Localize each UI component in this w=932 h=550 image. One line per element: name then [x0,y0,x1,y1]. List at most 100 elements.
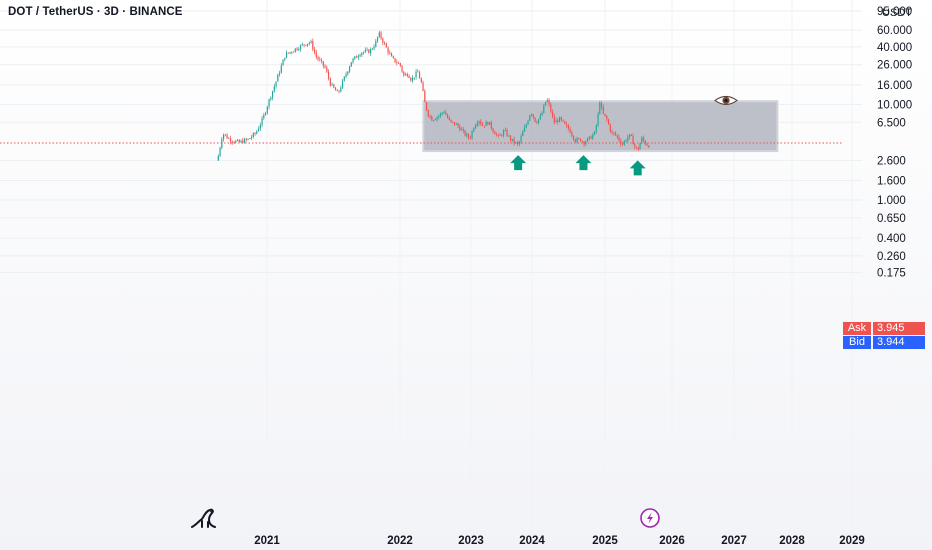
candle [621,141,624,146]
candle [413,77,415,81]
candle [543,104,545,114]
candle [548,98,550,107]
candle [322,61,324,69]
candle [352,57,354,64]
candle [431,115,433,121]
candle [600,101,603,110]
candle [268,98,270,110]
candle [602,104,604,115]
x-tick-label: 2024 [519,535,545,547]
candle [637,146,639,152]
candle [515,141,517,144]
candle [635,146,638,150]
candle [648,145,650,148]
candle [632,133,634,145]
ask-value: 3.945 [873,322,925,335]
candle [544,101,547,106]
candle [320,58,323,64]
candle [471,130,473,140]
arrow-up-icon [575,155,592,171]
candle [229,135,232,145]
candle [492,127,494,134]
candle [392,55,394,59]
candle [273,83,275,93]
candle [348,65,351,73]
candle [585,140,587,147]
candle [502,128,505,138]
candle [350,62,352,67]
candle [256,129,258,135]
candle [383,41,386,46]
candle [506,128,508,137]
candle [224,134,226,137]
candle [354,56,356,60]
candle [417,68,419,73]
candle [299,44,302,52]
candle [611,129,613,135]
candle [457,122,459,129]
arrow-up-icon [629,160,646,176]
lightning-icon[interactable] [640,508,660,528]
candle [292,51,295,53]
candle [418,70,421,79]
candle [644,139,646,146]
candle [446,113,449,119]
candle [221,136,223,150]
candle [408,74,410,79]
candle [394,57,396,64]
candle [298,47,300,52]
candle [439,112,442,118]
candle [333,83,335,89]
candle [614,130,617,136]
x-tick-label: 2021 [254,535,280,547]
candle [607,118,610,125]
candle [625,138,627,143]
arrow-up-icon [510,155,527,171]
y-tick-label: 16.000 [877,80,912,92]
candle [490,120,492,131]
candle [254,131,256,137]
candle [590,135,592,140]
candle [240,139,242,144]
candle [278,70,281,77]
candle [567,123,569,131]
dinosaur-logo-icon[interactable] [191,508,216,528]
x-tick-label: 2023 [458,535,484,547]
candle [487,121,489,126]
candle [420,77,422,84]
candle [466,132,468,138]
candle [424,88,426,103]
y-tick-label: 26.000 [877,60,912,72]
candle [403,70,405,77]
candle [551,109,554,119]
candle [572,135,575,142]
candle [362,51,365,55]
candle [375,38,377,48]
candle [497,133,499,138]
candle [613,132,615,136]
candle [571,130,573,138]
candle [588,136,590,141]
candle [646,142,648,147]
y-tick-label: 40.000 [877,42,912,54]
candle [266,105,268,115]
candle [264,111,267,116]
candle [231,140,233,145]
candle [312,38,314,52]
candle [628,134,631,140]
candle [592,132,594,140]
symbol-title[interactable]: DOT / TetherUS · 3D · BINANCE [8,6,183,18]
candle [523,124,526,132]
candle [219,146,221,158]
candle [586,137,589,142]
currency-label[interactable]: USDT [882,7,912,19]
candle [329,77,331,87]
candle [387,46,389,56]
candle [436,116,438,122]
candle [576,136,578,144]
candle [623,140,625,146]
x-tick-label: 2028 [779,535,805,547]
candle [228,136,230,140]
candle [397,61,400,64]
